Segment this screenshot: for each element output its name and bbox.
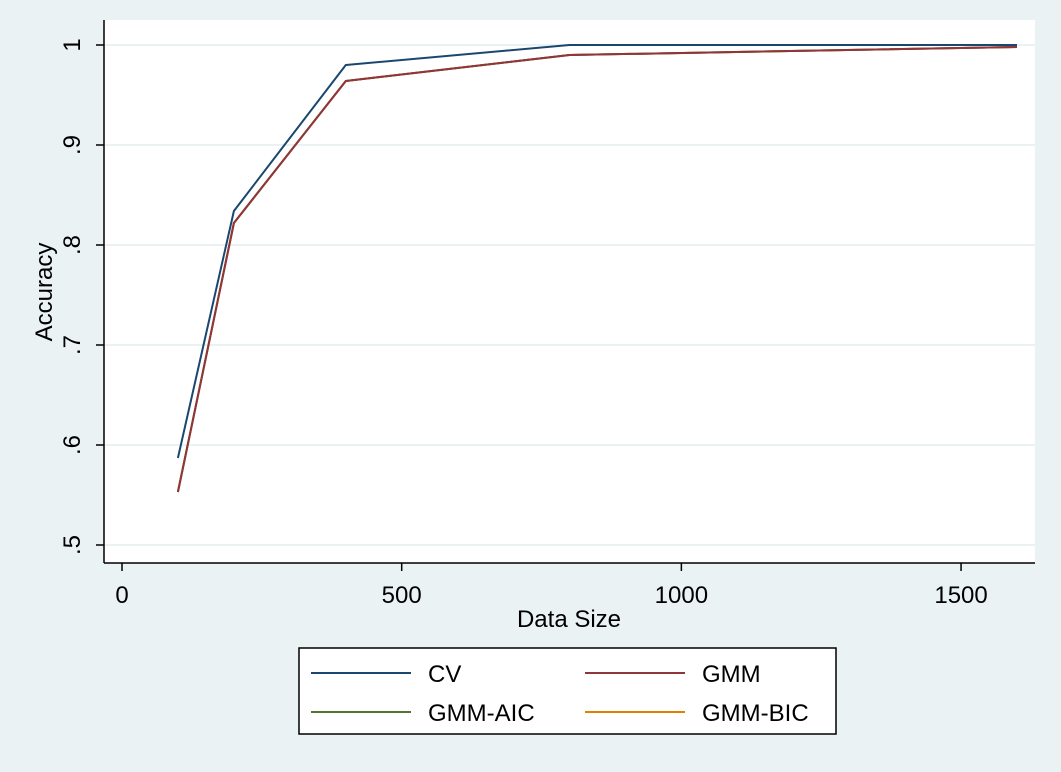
plot-area xyxy=(104,20,1035,563)
y-tick-label: .9 xyxy=(59,135,86,155)
x-axis-title: Data Size xyxy=(517,606,621,633)
y-tick-label: .6 xyxy=(59,435,86,455)
y-tick-label: .8 xyxy=(59,235,86,255)
legend-box xyxy=(298,647,837,735)
series-line-cv xyxy=(176,44,1017,459)
series-lines xyxy=(176,44,1018,493)
legend-label-gmm-bic: GMM-BIC xyxy=(702,700,809,727)
series-line-gmm xyxy=(176,46,1018,493)
x-tick-label: 500 xyxy=(382,582,422,609)
y-tick-label: .5 xyxy=(59,535,86,555)
legend-label-gmm-aic: GMM-AIC xyxy=(428,700,535,727)
y-tick-label: 1 xyxy=(59,38,86,51)
legend: CV GMM GMM-AIC GMM-BIC xyxy=(311,661,809,727)
y-tick-label: .7 xyxy=(59,335,86,355)
y-axis-title: Accuracy xyxy=(31,243,58,342)
legend-label-cv: CV xyxy=(428,661,461,688)
x-tick-label: 1000 xyxy=(655,582,708,609)
x-tick-label: 1500 xyxy=(934,582,987,609)
legend-label-gmm: GMM xyxy=(702,661,761,688)
axis-ticks: .5 .6 .7 .8 .9 1 0 500 1000 1500 xyxy=(59,38,988,609)
x-tick-label: 0 xyxy=(115,582,128,609)
